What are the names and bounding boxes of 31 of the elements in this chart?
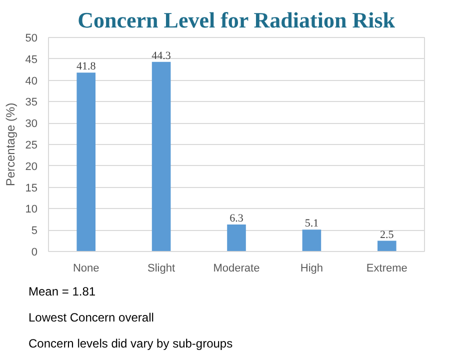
x-tick-label: Moderate [213, 262, 260, 274]
y-tick-label: 25 [25, 140, 38, 152]
y-tick-label: 35 [25, 96, 38, 109]
bar [378, 240, 396, 252]
y-tick-label: 15 [25, 182, 38, 194]
bar [76, 72, 96, 252]
bar [152, 62, 171, 252]
y-tick-label: 10 [25, 204, 38, 216]
x-tick-label: Slight [148, 262, 176, 274]
y-axis-title: Percentage (%) [3, 102, 18, 186]
data-label: 5.1 [304, 218, 319, 230]
x-tick-label: High [300, 262, 324, 274]
y-tick-label: 45 [25, 54, 38, 66]
text: Mean = 1.81 [28, 284, 96, 298]
data-label: 41.8 [76, 60, 96, 73]
y-tick-label: 20 [25, 160, 38, 173]
data-label: 6.3 [230, 212, 244, 225]
x-tick-label: None [72, 262, 100, 274]
y-tick-label: 50 [25, 32, 38, 44]
bar [302, 230, 322, 252]
bar [227, 224, 246, 252]
y-tick-label: 5 [31, 225, 38, 238]
x-tick-label: Extreme [366, 262, 408, 274]
data-label: 44.3 [152, 50, 172, 62]
chart-title: Concern Level for Radiation Risk [78, 8, 396, 32]
text: Lowest Concern overall [28, 310, 154, 324]
data-label: 2.5 [380, 228, 394, 241]
text: Concern levels did vary by sub-groups [28, 336, 233, 350]
y-tick-label: 0 [31, 246, 38, 258]
y-tick-label: 30 [25, 118, 38, 130]
y-tick-label: 40 [25, 75, 38, 88]
